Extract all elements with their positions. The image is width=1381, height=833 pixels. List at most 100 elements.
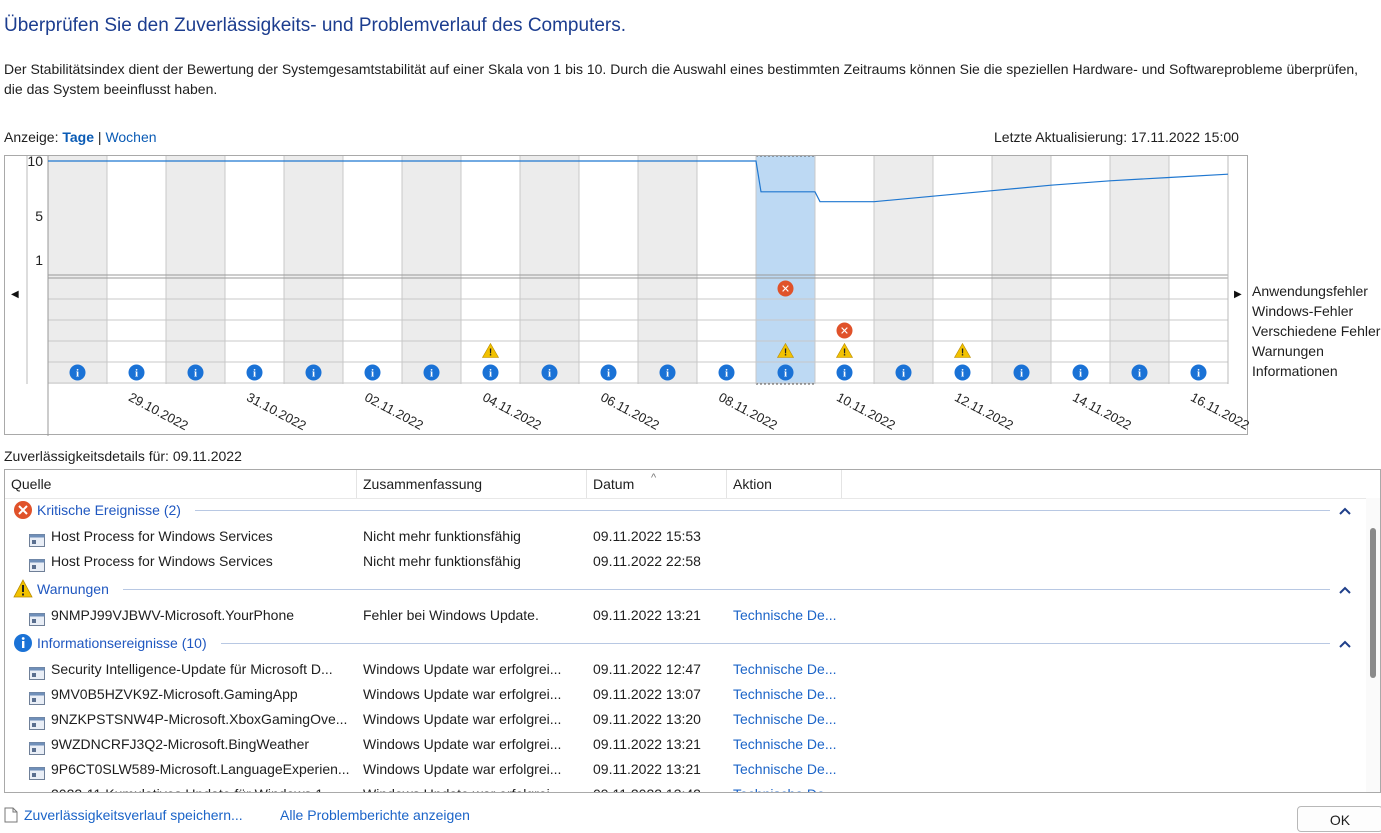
info-marker-glyph: i bbox=[902, 368, 905, 380]
error-marker-glyph: ✕ bbox=[840, 325, 849, 338]
row-date: 09.11.2022 13:07 bbox=[593, 686, 701, 702]
day-column-shade bbox=[402, 156, 461, 384]
application-window-icon bbox=[29, 555, 45, 572]
info-marker bbox=[423, 364, 440, 381]
row-source: 9P6CT0SLW589-Microsoft.LanguageExperien.… bbox=[51, 761, 350, 777]
info-marker bbox=[1131, 364, 1148, 381]
row-source: Security Intelligence-Update für Microso… bbox=[51, 661, 333, 677]
info-marker-glyph: i bbox=[843, 368, 846, 380]
warning-marker bbox=[835, 342, 854, 358]
warning-icon bbox=[13, 579, 33, 599]
row-source: Host Process for Windows Services bbox=[51, 528, 273, 544]
x-tick-label: 04.11.2022 bbox=[480, 389, 544, 432]
group-title: Informationsereignisse (10) bbox=[37, 635, 207, 651]
row-source: 9NMPJ99VJBWV-Microsoft.YourPhone bbox=[51, 607, 295, 623]
row-action-link[interactable]: Technische De... bbox=[733, 711, 837, 727]
info-marker bbox=[1190, 364, 1207, 381]
table-row[interactable]: 9MV0B5HZVK9Z-Microsoft.GamingApp Windows … bbox=[5, 682, 1360, 707]
warning-marker bbox=[953, 342, 972, 358]
x-tick-label: 16.11.2022 bbox=[1188, 389, 1249, 432]
info-marker-glyph: i bbox=[1197, 368, 1200, 380]
scrollbar-thumb[interactable] bbox=[1370, 528, 1376, 678]
scroll-right-icon[interactable]: ▶ bbox=[1234, 289, 1242, 300]
row-summary: Windows Update war erfolgrei... bbox=[363, 782, 581, 792]
row-action-link[interactable]: Technische De... bbox=[733, 607, 837, 623]
save-history-link[interactable]: Zuverlässigkeitsverlauf speichern... bbox=[4, 807, 243, 823]
table-row[interactable]: 9WZDNCRFJ3Q2-Microsoft.BingWeather Window… bbox=[5, 732, 1360, 757]
application-window-icon bbox=[29, 688, 45, 705]
page-title: Überprüfen Sie den Zuverlässigkeits- und… bbox=[4, 15, 627, 36]
day-column-shade bbox=[166, 156, 225, 384]
row-action-link[interactable]: Technische De... bbox=[733, 661, 837, 677]
info-marker-glyph: i bbox=[194, 368, 197, 380]
row-label-information: Informationen bbox=[1252, 363, 1338, 379]
row-action-link[interactable]: Technische De... bbox=[733, 782, 853, 792]
info-marker-glyph: i bbox=[1020, 368, 1023, 380]
info-marker-glyph: i bbox=[1079, 368, 1082, 380]
column-header-source[interactable]: Quelle bbox=[5, 470, 357, 498]
column-header-summary[interactable]: Zusammenfassung bbox=[357, 470, 587, 498]
scroll-left-icon[interactable]: ◀ bbox=[11, 289, 19, 300]
table-row[interactable]: 2022-11 Kumulatives Update für Windows 1… bbox=[5, 782, 1360, 792]
info-marker bbox=[187, 364, 204, 381]
table-row[interactable]: 9NZKPSTSNW4P-Microsoft.XboxGamingOve... W… bbox=[5, 707, 1360, 732]
row-label-app-errors: Anwendungsfehler bbox=[1252, 283, 1368, 299]
row-action-link[interactable]: Technische De... bbox=[733, 736, 837, 752]
row-date: 09.11.2022 13:21 bbox=[593, 607, 701, 623]
info-marker bbox=[777, 364, 794, 381]
x-tick-label: 02.11.2022 bbox=[362, 389, 426, 432]
ok-button[interactable]: OK bbox=[1297, 806, 1381, 832]
x-tick-label: 29.10.2022 bbox=[126, 389, 191, 433]
vertical-scrollbar[interactable] bbox=[1366, 498, 1380, 792]
row-action-link[interactable]: Technische De... bbox=[733, 761, 837, 777]
details-table: Quelle Zusammenfassung Datum ^ Aktion Kr… bbox=[4, 469, 1381, 793]
info-marker-glyph: i bbox=[961, 368, 964, 380]
info-marker-glyph: i bbox=[430, 368, 433, 380]
collapse-chevron-icon[interactable] bbox=[1338, 583, 1352, 597]
stability-chart[interactable]: 10 5 1 ✕ ✕!!!! i i i i i i i i i i i i i i i i i i i i 29.10.2022… bbox=[4, 155, 1249, 436]
column-header-date[interactable]: Datum ^ bbox=[587, 470, 727, 498]
x-tick-label: 14.11.2022 bbox=[1070, 389, 1134, 432]
row-action-link[interactable]: Technische De... bbox=[733, 686, 837, 702]
collapse-chevron-icon[interactable] bbox=[1338, 504, 1352, 518]
info-marker-glyph: i bbox=[489, 368, 492, 380]
row-summary: Nicht mehr funktionsfähig bbox=[363, 553, 521, 569]
error-marker bbox=[777, 280, 794, 297]
collapse-chevron-icon[interactable] bbox=[1338, 637, 1352, 651]
group-divider bbox=[195, 510, 1330, 511]
info-marker bbox=[836, 364, 853, 381]
info-marker bbox=[954, 364, 971, 381]
application-window-icon bbox=[29, 530, 45, 547]
warning-marker-glyph: ! bbox=[489, 348, 492, 359]
info-marker-glyph: i bbox=[76, 368, 79, 380]
info-marker-glyph: i bbox=[784, 368, 787, 380]
application-window-icon bbox=[29, 738, 45, 755]
info-marker-glyph: i bbox=[253, 368, 256, 380]
table-row[interactable]: 9P6CT0SLW589-Microsoft.LanguageExperien.… bbox=[5, 757, 1360, 782]
table-row[interactable]: Security Intelligence-Update für Microso… bbox=[5, 657, 1360, 682]
y-tick-label: 10 bbox=[27, 156, 43, 169]
row-source: 2022-11 Kumulatives Update für Windows 1… bbox=[51, 782, 355, 792]
row-source: 9MV0B5HZVK9Z-Microsoft.GamingApp bbox=[51, 686, 298, 702]
x-tick-label: 12.11.2022 bbox=[952, 389, 1016, 432]
info-marker-glyph: i bbox=[312, 368, 315, 380]
table-row[interactable]: 9NMPJ99VJBWV-Microsoft.YourPhone Fehler b… bbox=[5, 603, 1360, 628]
info-marker bbox=[305, 364, 322, 381]
view-days-link[interactable]: Tage bbox=[62, 129, 95, 145]
error-marker bbox=[836, 322, 853, 339]
y-tick-label: 1 bbox=[35, 252, 43, 268]
view-weeks-link[interactable]: Wochen bbox=[105, 129, 157, 145]
row-date: 09.11.2022 13:21 bbox=[593, 736, 701, 752]
table-row[interactable]: Host Process for Windows Services Nicht m… bbox=[5, 549, 1360, 574]
all-problem-reports-link[interactable]: Alle Problemberichte anzeigen bbox=[280, 807, 470, 823]
details-label: Zuverlässigkeitsdetails für: 09.11.2022 bbox=[4, 448, 242, 464]
x-tick-label: 08.11.2022 bbox=[716, 389, 780, 432]
warning-marker bbox=[776, 342, 795, 358]
column-header-action[interactable]: Aktion bbox=[727, 470, 842, 498]
info-marker bbox=[364, 364, 381, 381]
application-window-icon bbox=[29, 788, 45, 792]
table-row[interactable]: Host Process for Windows Services Nicht m… bbox=[5, 524, 1360, 549]
application-window-icon bbox=[29, 763, 45, 780]
view-prefix: Anzeige: bbox=[4, 129, 59, 145]
